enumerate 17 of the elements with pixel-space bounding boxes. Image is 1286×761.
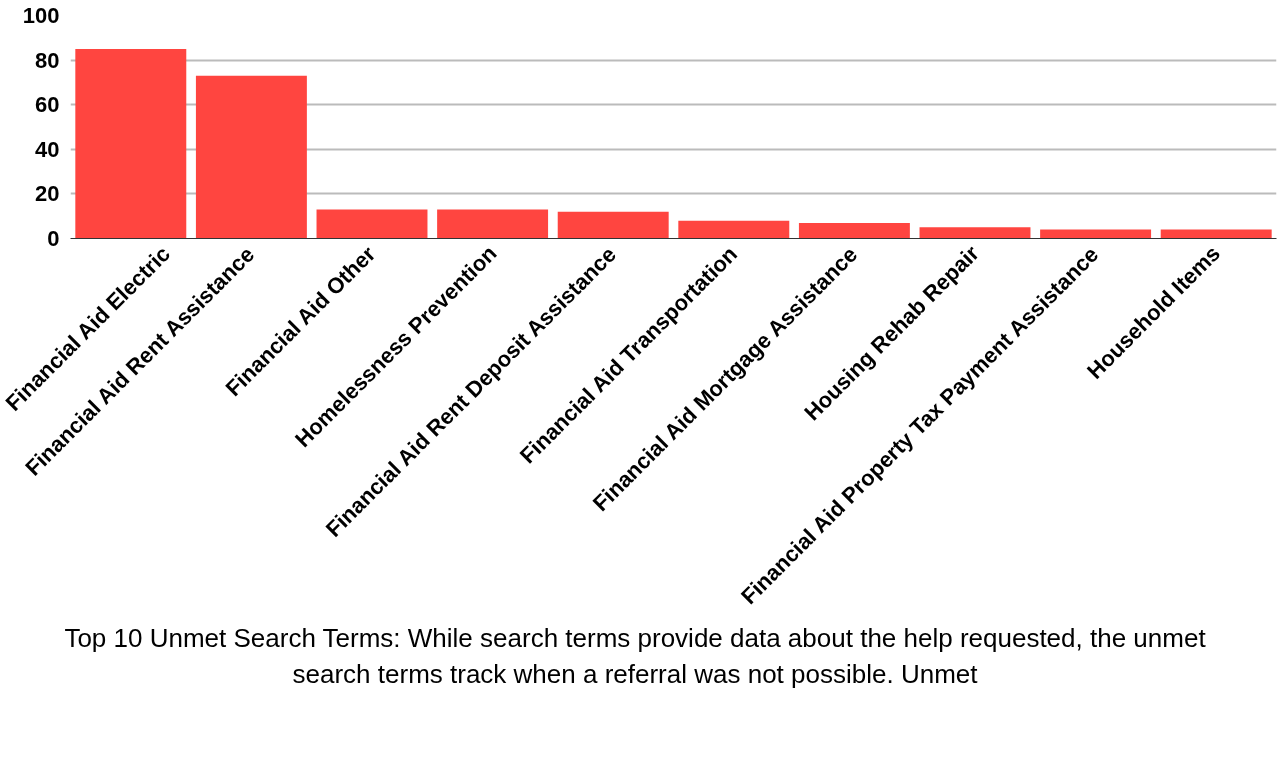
bar: [1160, 229, 1272, 239]
y-tick-label: 80: [35, 47, 60, 73]
y-tick-label: 100: [22, 3, 60, 28]
bar: [437, 209, 549, 239]
bar: [798, 222, 910, 239]
text: Top 10 Unmet Search Terms: While search terms provide data about the help requested, the unmet search terms track when a referral was not possible. Unmet: [63, 622, 1207, 692]
bar: [678, 220, 790, 239]
bar: [195, 75, 307, 239]
bar: [316, 209, 428, 239]
y-tick-label: 20: [35, 181, 60, 207]
bar: [1040, 229, 1152, 239]
bar: [919, 227, 1031, 239]
bar: [557, 211, 669, 239]
bar: [75, 48, 187, 239]
y-tick-label: 40: [35, 136, 60, 162]
y-tick-label: 60: [35, 92, 60, 118]
y-tick-label: 0: [47, 226, 60, 251]
